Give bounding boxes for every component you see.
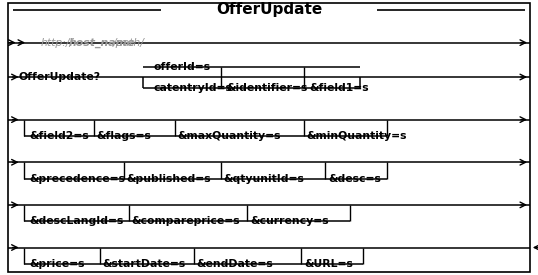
Text: &field1=s: &field1=s (309, 83, 369, 93)
Text: OfferUpdate?: OfferUpdate? (19, 72, 101, 82)
Text: &minQuantity=s: &minQuantity=s (307, 131, 407, 141)
Text: &URL=s: &URL=s (304, 259, 353, 269)
Text: OfferUpdate: OfferUpdate (216, 2, 322, 17)
Text: &qtyunitId=s: &qtyunitId=s (223, 174, 304, 184)
Text: offerId=s: offerId=s (153, 62, 210, 72)
Text: &flags=s: &flags=s (97, 131, 152, 141)
Text: &startDate=s: &startDate=s (102, 259, 186, 269)
Text: http://: http:// (40, 38, 74, 48)
Text: host_name: host_name (68, 37, 134, 48)
Text: &desc=s: &desc=s (328, 174, 381, 184)
Text: &endDate=s: &endDate=s (196, 259, 273, 269)
Text: &field2=s: &field2=s (30, 131, 89, 141)
Text: catentryId=s: catentryId=s (153, 83, 232, 93)
Text: &price=s: &price=s (30, 259, 85, 269)
Text: &identifier=s: &identifier=s (226, 83, 307, 93)
Text: &published=s: &published=s (126, 174, 211, 184)
Text: &currency=s: &currency=s (250, 216, 329, 226)
Text: &descLangId=s: &descLangId=s (30, 216, 124, 226)
Text: &compareprice=s: &compareprice=s (132, 216, 240, 226)
Text: &precedence=s: &precedence=s (30, 174, 125, 184)
Text: /path/: /path/ (112, 38, 144, 48)
Text: &maxQuantity=s: &maxQuantity=s (178, 131, 281, 141)
